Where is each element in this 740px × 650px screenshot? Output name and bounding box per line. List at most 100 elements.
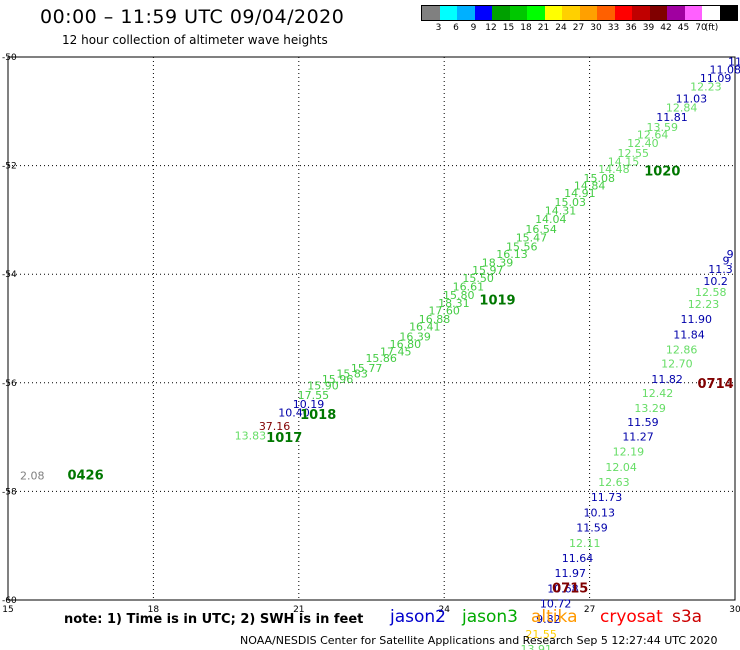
wave-height-value: 15.08: [584, 172, 616, 185]
wave-height-value: 15.90: [307, 379, 339, 392]
wave-height-value: 11.90: [680, 313, 712, 326]
wave-height-value: 16.61: [453, 280, 485, 293]
page-subtitle: 12 hour collection of altimeter wave hei…: [62, 33, 328, 47]
scale-label: 18: [520, 23, 532, 33]
wave-height-value: 17.45: [380, 346, 412, 359]
lat-tick-label: -56: [2, 379, 17, 389]
lat-tick-label: -58: [2, 487, 17, 497]
scale-label: 36: [625, 23, 637, 33]
wave-height-value: 11.08: [710, 63, 740, 76]
wave-height-value: 11.97: [554, 567, 586, 580]
wave-height-value: 11: [728, 56, 740, 69]
pass-time-label: 0715: [552, 581, 588, 596]
wave-height-value: 15.96: [322, 373, 354, 386]
scale-swatch: [597, 6, 615, 20]
wave-height-value: 11.09: [700, 72, 732, 85]
wave-height-value: 10.2: [703, 275, 728, 288]
scale-label: 70: [695, 23, 707, 33]
scale-label: 21: [537, 23, 550, 33]
wave-height-value: 11.27: [622, 430, 654, 443]
wave-height-value: 16.88: [419, 313, 451, 326]
wave-height-value: 9: [727, 248, 734, 261]
wave-height-value: 13.83: [235, 429, 267, 442]
wave-height-value: 11.3: [708, 263, 733, 276]
wave-height-value: 15.86: [365, 352, 397, 365]
wave-height-value: 10.72: [540, 598, 572, 611]
wave-height-value: 12.70: [661, 358, 693, 371]
wave-height-value: 18.39: [482, 257, 514, 270]
scale-swatch: [439, 6, 457, 20]
wave-height-value: 11.81: [656, 111, 688, 124]
wave-height-value: 12.63: [598, 476, 630, 489]
wave-height-value: 17.55: [298, 389, 330, 402]
pass-time-label: 0426: [67, 468, 103, 483]
scale-label: 30: [590, 23, 602, 33]
pass-time-label: 1017: [266, 431, 302, 446]
color-scale-legend: 3 6 9 12 15 18 21 24 27 30 33 36 39 42 45 70 (ft): [421, 5, 738, 33]
wave-height-value: 15.77: [351, 362, 383, 375]
wave-height-value: 12.40: [627, 137, 659, 150]
wave-height-value: 17.60: [428, 304, 460, 317]
wave-height-value: 37.16: [259, 420, 291, 433]
scale-swatch: [649, 6, 667, 20]
color-scale-bar: [421, 5, 738, 21]
pass-time-label: 0714: [698, 377, 734, 392]
scale-swatch: [492, 6, 510, 20]
scale-label: 39: [642, 23, 655, 33]
wave-height-value: 16.39: [399, 330, 431, 343]
wave-height-value: 12.84: [666, 101, 698, 114]
wave-height-value: 9.: [722, 254, 733, 267]
wave-height-value: 11.73: [591, 491, 623, 504]
lat-tick-label: -52: [2, 162, 17, 172]
wave-height-value: 21.55: [525, 628, 557, 641]
wave-height-value: 15.47: [516, 232, 548, 245]
wave-height-value: 15.50: [462, 272, 494, 285]
wave-height-value: 15.83: [336, 367, 368, 380]
wave-height-value: 10.40: [278, 406, 310, 419]
lon-tick-label: 18: [148, 605, 160, 615]
wave-height-value: 14.91: [564, 187, 596, 200]
color-scale-labels: 3 6 9 12 15 18 21 24 27 30 33 36 39 42 45 70 (ft): [421, 21, 738, 33]
scale-swatch: [457, 6, 475, 20]
wave-height-value: 15.03: [554, 196, 586, 209]
scale-swatch: [632, 6, 650, 20]
wave-height-value: 11.59: [576, 522, 608, 535]
scale-label: 9: [470, 23, 477, 33]
scale-swatch: [562, 6, 580, 20]
footer-note: note: 1) Time is in UTC; 2) SWH is in fe…: [64, 612, 364, 627]
lon-tick-label: 27: [584, 605, 595, 615]
scale-swatch: [667, 6, 685, 20]
lon-tick-label: 15: [2, 605, 13, 615]
wave-height-value: 12.55: [617, 147, 649, 160]
scale-swatch: [422, 6, 440, 20]
wave-height-value: 14.84: [574, 179, 606, 192]
scale-swatch: [509, 6, 527, 20]
wave-height-value: 12.58: [695, 286, 727, 299]
wave-height-value: 12.64: [637, 128, 669, 141]
scale-label: 12: [485, 23, 497, 33]
lon-tick-label: 30: [729, 605, 740, 615]
wave-height-value: 16.80: [390, 338, 422, 351]
wave-height-value: 12.11: [569, 537, 601, 550]
scale-label: 3: [435, 23, 442, 33]
wave-height-value: 18.31: [438, 297, 470, 310]
map-frame: [7, 56, 736, 601]
satellite-legend-s3a: s3a: [672, 607, 703, 627]
lat-tick-label: -50: [2, 53, 17, 63]
pass-time-label: 1018: [300, 408, 336, 423]
scale-swatch: [684, 6, 702, 20]
wave-height-value: 12.42: [642, 387, 674, 400]
scale-label: 33: [607, 23, 620, 33]
wave-height-value: 12.86: [666, 343, 698, 356]
lon-tick-label: 21: [293, 605, 304, 615]
satellite-legend-jason3: jason3: [462, 607, 518, 627]
wave-height-value: 10.68: [547, 582, 579, 595]
scale-label: 24: [555, 23, 567, 33]
page-title: 00:00 – 11:59 UTC 09/04/2020: [40, 6, 345, 28]
wave-height-value: 9.82: [536, 613, 561, 626]
scale-swatch: [579, 6, 597, 20]
scale-swatch: [719, 6, 737, 20]
scale-swatch: [702, 6, 720, 20]
satellite-legend-jason2: jason2: [390, 607, 446, 627]
wave-height-value: 11.03: [676, 93, 708, 106]
